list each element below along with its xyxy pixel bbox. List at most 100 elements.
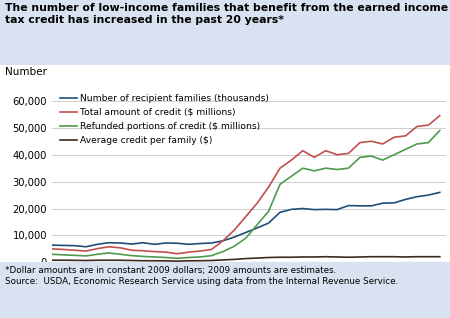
- Number of recipient families (thousands): [140, 241, 146, 245]
- Text: Number: Number: [5, 67, 47, 77]
- Refunded portions of credit ($ millions): [186, 256, 191, 259]
- Refunded portions of credit ($ millions): [106, 251, 112, 255]
- Number of recipient families (thousands): [209, 241, 214, 245]
- Refunded portions of credit ($ millions): [198, 255, 203, 259]
- Refunded portions of credit ($ millions): [437, 128, 442, 132]
- Number of recipient families (thousands): [277, 211, 283, 214]
- Refunded portions of credit ($ millions): [232, 244, 237, 248]
- Average credit per family ($): [426, 255, 431, 259]
- Refunded portions of credit ($ millions): [403, 148, 408, 151]
- Average credit per family ($): [277, 255, 283, 259]
- Refunded portions of credit ($ millions): [323, 166, 328, 170]
- Number of recipient families (thousands): [334, 208, 340, 211]
- Average credit per family ($): [94, 258, 100, 262]
- Number of recipient families (thousands): [369, 204, 374, 208]
- Refunded portions of credit ($ millions): [220, 250, 225, 253]
- Total amount of credit ($ millions): [277, 166, 283, 170]
- Number of recipient families (thousands): [380, 201, 386, 205]
- Number of recipient families (thousands): [106, 241, 112, 245]
- Number of recipient families (thousands): [60, 244, 66, 247]
- Average credit per family ($): [152, 259, 157, 263]
- Number of recipient families (thousands): [289, 207, 294, 211]
- Total amount of credit ($ millions): [255, 201, 260, 205]
- Total amount of credit ($ millions): [369, 139, 374, 143]
- Total amount of credit ($ millions): [129, 248, 135, 252]
- Refunded portions of credit ($ millions): [83, 254, 89, 258]
- Text: *Dollar amounts are in constant 2009 dollars; 2009 amounts are estimates.
Source: *Dollar amounts are in constant 2009 dol…: [5, 266, 399, 286]
- Number of recipient families (thousands): [323, 207, 328, 211]
- Average credit per family ($): [198, 259, 203, 263]
- Refunded portions of credit ($ millions): [369, 154, 374, 158]
- Average credit per family ($): [357, 255, 363, 259]
- Refunded portions of credit ($ millions): [266, 209, 271, 213]
- Refunded portions of credit ($ millions): [311, 169, 317, 173]
- Refunded portions of credit ($ millions): [140, 254, 146, 258]
- Refunded portions of credit ($ millions): [300, 166, 306, 170]
- Average credit per family ($): [175, 259, 180, 263]
- Refunded portions of credit ($ millions): [380, 158, 386, 162]
- Average credit per family ($): [186, 259, 191, 263]
- Number of recipient families (thousands): [129, 242, 135, 246]
- Total amount of credit ($ millions): [437, 114, 442, 118]
- Number of recipient families (thousands): [94, 242, 100, 246]
- Average credit per family ($): [334, 255, 340, 259]
- Refunded portions of credit ($ millions): [346, 166, 351, 170]
- Line: Average credit per family ($): Average credit per family ($): [52, 257, 440, 261]
- Total amount of credit ($ millions): [163, 250, 169, 254]
- Average credit per family ($): [255, 256, 260, 260]
- Average credit per family ($): [311, 255, 317, 259]
- Number of recipient families (thousands): [72, 244, 77, 248]
- Number of recipient families (thousands): [392, 201, 397, 205]
- Total amount of credit ($ millions): [60, 247, 66, 251]
- Total amount of credit ($ millions): [323, 149, 328, 153]
- Total amount of credit ($ millions): [49, 247, 54, 251]
- Average credit per family ($): [117, 258, 123, 262]
- Average credit per family ($): [232, 258, 237, 261]
- Number of recipient families (thousands): [175, 241, 180, 245]
- Refunded portions of credit ($ millions): [94, 252, 100, 256]
- Total amount of credit ($ millions): [392, 135, 397, 139]
- Total amount of credit ($ millions): [403, 134, 408, 138]
- Total amount of credit ($ millions): [198, 249, 203, 253]
- Average credit per family ($): [72, 259, 77, 262]
- Average credit per family ($): [83, 259, 89, 262]
- Refunded portions of credit ($ millions): [414, 142, 420, 146]
- Number of recipient families (thousands): [437, 190, 442, 194]
- Number of recipient families (thousands): [232, 235, 237, 239]
- Average credit per family ($): [289, 255, 294, 259]
- Number of recipient families (thousands): [311, 208, 317, 211]
- Number of recipient families (thousands): [49, 243, 54, 247]
- Refunded portions of credit ($ millions): [255, 223, 260, 227]
- Number of recipient families (thousands): [243, 231, 248, 234]
- Refunded portions of credit ($ millions): [334, 168, 340, 171]
- Average credit per family ($): [266, 256, 271, 259]
- Total amount of credit ($ millions): [266, 185, 271, 189]
- Total amount of credit ($ millions): [300, 149, 306, 153]
- Total amount of credit ($ millions): [346, 151, 351, 155]
- Text: The number of low-income families that benefit from the earned income
tax credit: The number of low-income families that b…: [5, 3, 449, 25]
- Average credit per family ($): [437, 255, 442, 259]
- Refunded portions of credit ($ millions): [243, 236, 248, 240]
- Refunded portions of credit ($ millions): [49, 252, 54, 256]
- Total amount of credit ($ millions): [289, 158, 294, 162]
- Number of recipient families (thousands): [186, 242, 191, 246]
- Average credit per family ($): [129, 259, 135, 262]
- Line: Total amount of credit ($ millions): Total amount of credit ($ millions): [52, 116, 440, 254]
- Average credit per family ($): [323, 255, 328, 259]
- Average credit per family ($): [163, 259, 169, 263]
- Average credit per family ($): [403, 255, 408, 259]
- Refunded portions of credit ($ millions): [289, 174, 294, 178]
- Total amount of credit ($ millions): [94, 247, 100, 251]
- Legend: Number of recipient families (thousands), Total amount of credit ($ millions), R: Number of recipient families (thousands)…: [60, 94, 269, 145]
- Refunded portions of credit ($ millions): [129, 254, 135, 258]
- Average credit per family ($): [243, 257, 248, 260]
- Refunded portions of credit ($ millions): [392, 153, 397, 157]
- Refunded portions of credit ($ millions): [117, 252, 123, 256]
- Total amount of credit ($ millions): [83, 249, 89, 253]
- Total amount of credit ($ millions): [426, 123, 431, 127]
- Number of recipient families (thousands): [426, 193, 431, 197]
- Number of recipient families (thousands): [414, 195, 420, 199]
- Total amount of credit ($ millions): [414, 125, 420, 128]
- Total amount of credit ($ millions): [311, 156, 317, 159]
- Total amount of credit ($ millions): [117, 246, 123, 250]
